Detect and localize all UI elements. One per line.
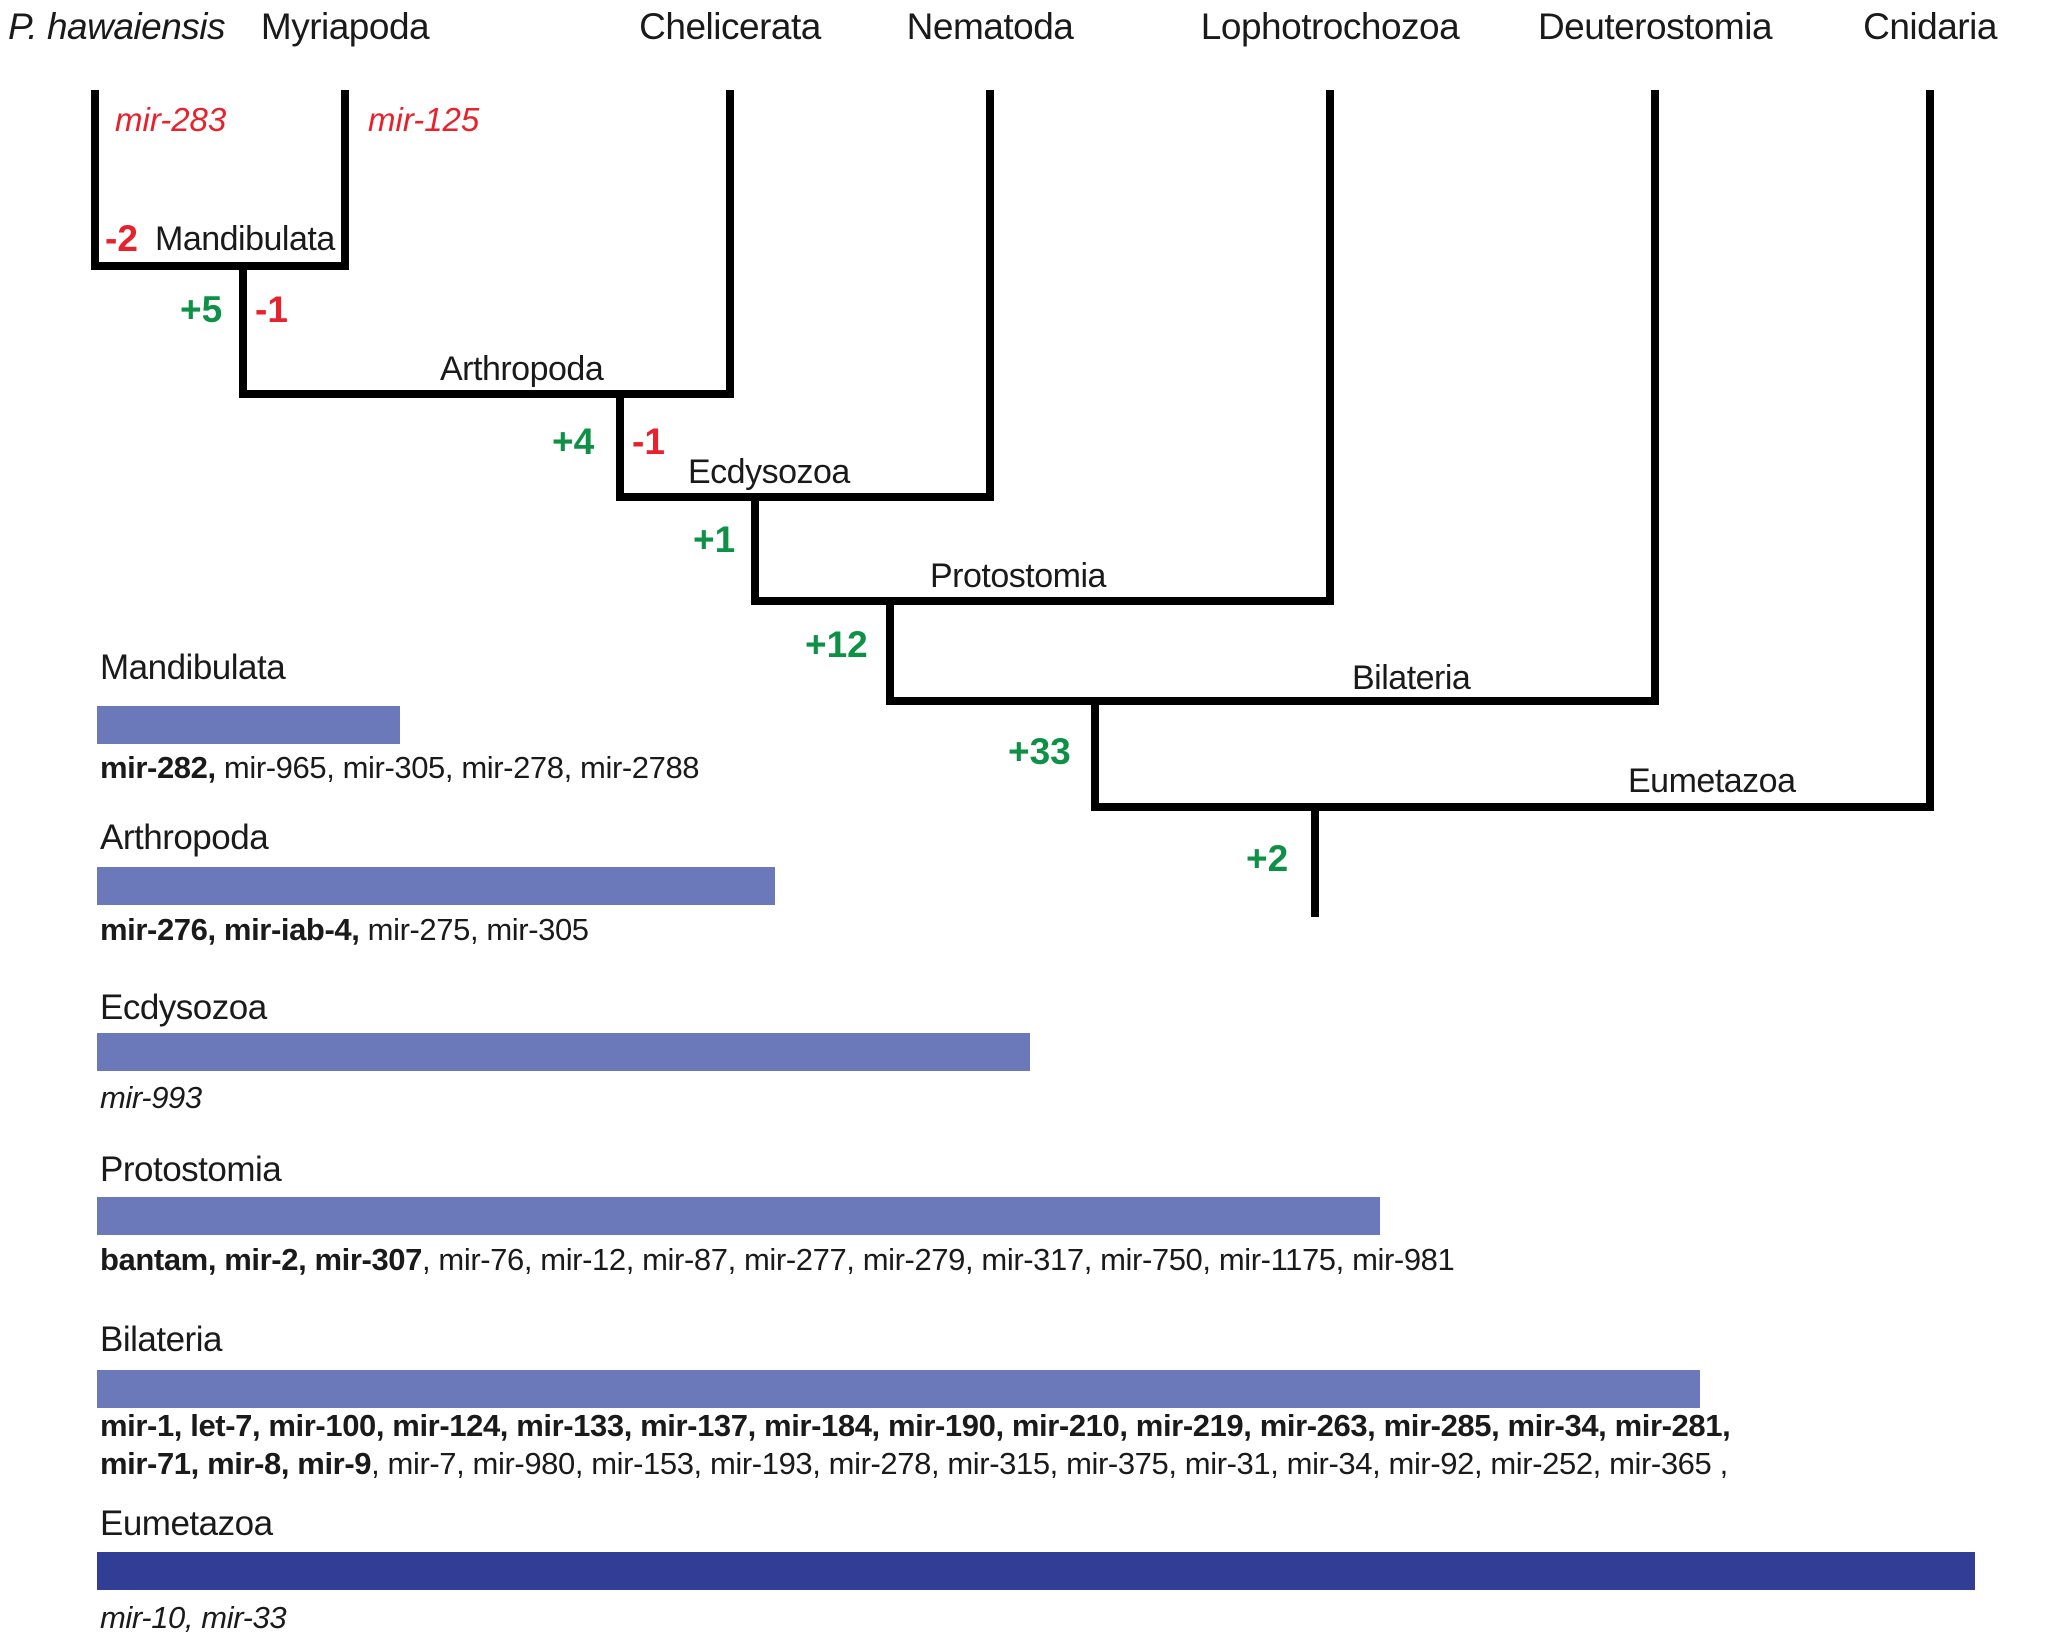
- presence-bar-bilateria: [97, 1370, 1700, 1408]
- node-line-protostomia: [751, 597, 1334, 605]
- branch-loss-mir-283: mir-283: [115, 101, 227, 138]
- branch-line-myriapoda: [341, 90, 349, 270]
- tip-label-chelicerata: Chelicerata: [639, 6, 821, 47]
- mirna-list-protostomia: bantam, mir-2, mir-307, mir-76, mir-12, …: [100, 1242, 1455, 1278]
- stem-line-mandibulata-arthropoda: [239, 262, 247, 398]
- node-label-bilateria: Bilateria: [1352, 659, 1471, 697]
- branch-line-deuterostomia: [1651, 90, 1659, 705]
- node-line-bilateria: [886, 697, 1659, 705]
- gain-badge-bilateria: +33: [1008, 731, 1071, 772]
- mirna-list-eumetazoa: mir-10, mir-33: [100, 1600, 287, 1636]
- section-title-mandibulata: Mandibulata: [100, 648, 286, 687]
- section-title-protostomia: Protostomia: [100, 1150, 282, 1189]
- section-title-bilateria: Bilateria: [100, 1320, 222, 1359]
- mirna-list-bold: mir-1, let-7, mir-100, mir-124, mir-133,…: [100, 1408, 1731, 1443]
- gain-badge-ecdysozoa: +1: [693, 519, 736, 560]
- stem-line-bilateria-eumetazoa: [1091, 697, 1099, 811]
- mirna-list-ecdysozoa: mir-993: [100, 1080, 202, 1116]
- presence-bar-arthropoda: [97, 867, 775, 905]
- node-line-arthropoda: [239, 390, 734, 398]
- mirna-list-bold: mir-71, mir-8, mir-9: [100, 1446, 372, 1481]
- node-line-eumetazoa: [1091, 803, 1934, 811]
- presence-bar-eumetazoa: [97, 1552, 1975, 1590]
- branch-line-cnidaria: [1926, 90, 1934, 811]
- mirna-list-rest: mir-965, mir-305, mir-278, mir-2788: [215, 750, 700, 785]
- presence-bar-ecdysozoa: [97, 1033, 1030, 1071]
- loss-badge-mandibulata: -1: [255, 289, 288, 330]
- node-line-ecdysozoa: [616, 493, 994, 501]
- node-label-mandibulata: Mandibulata: [155, 220, 335, 258]
- branch-line-lophotrochozoa: [1326, 90, 1334, 605]
- mirna-list-bold: mir-282,: [100, 750, 216, 785]
- mirna-list-mandibulata: mir-282, mir-965, mir-305, mir-278, mir-…: [100, 750, 700, 786]
- presence-bar-protostomia: [97, 1197, 1380, 1235]
- mirna-list-rest: mir-275, mir-305: [359, 912, 589, 947]
- tip-label-nematoda: Nematoda: [906, 6, 1074, 47]
- branch-line-nematoda: [986, 90, 994, 501]
- mirna-list-rest: , mir-7, mir-980, mir-153, mir-193, mir-…: [371, 1446, 1728, 1481]
- presence-bar-mandibulata: [97, 706, 400, 744]
- gain-badge-mandibulata: +5: [180, 289, 223, 330]
- tip-label-myriapoda: Myriapoda: [260, 6, 430, 47]
- mirna-list-arthropoda: mir-276, mir-iab-4, mir-275, mir-305: [100, 912, 589, 948]
- node-label-protostomia: Protostomia: [930, 557, 1106, 595]
- branch-line-p-hawaiensis: [91, 90, 99, 270]
- mirna-list-bold: mir-276, mir-iab-4,: [100, 912, 360, 947]
- stem-line-protostomia-bilateria: [886, 597, 894, 705]
- branch-loss-mir-125: mir-125: [368, 101, 480, 138]
- section-title-ecdysozoa: Ecdysozoa: [100, 988, 267, 1027]
- loss-badge-mandibulata-node: -2: [105, 218, 138, 259]
- stem-line-arthropoda-ecdysozoa: [616, 390, 624, 501]
- mirna-list-italic: mir-993: [100, 1080, 202, 1115]
- mirna-list-italic: mir-10, mir-33: [100, 1600, 287, 1635]
- branch-line-chelicerata: [726, 90, 734, 398]
- gain-badge-protostomia: +12: [805, 624, 868, 665]
- gain-badge-arthropoda: +4: [552, 421, 595, 462]
- section-title-eumetazoa: Eumetazoa: [100, 1504, 273, 1543]
- tip-label-lophotrochozoa: Lophotrochozoa: [1200, 6, 1460, 47]
- mirna-list-rest: , mir-76, mir-12, mir-87, mir-277, mir-2…: [421, 1242, 1455, 1277]
- node-label-arthropoda: Arthropoda: [440, 350, 604, 388]
- stem-line-ecdysozoa-protostomia: [751, 493, 759, 605]
- node-label-ecdysozoa: Ecdysozoa: [688, 453, 850, 491]
- mirna-list-bilateria-line1: mir-1, let-7, mir-100, mir-124, mir-133,…: [100, 1408, 1731, 1444]
- gain-badge-eumetazoa: +2: [1246, 838, 1289, 879]
- mirna-list-bilateria-line2: mir-71, mir-8, mir-9, mir-7, mir-980, mi…: [100, 1446, 1728, 1482]
- tip-label-cnidaria: Cnidaria: [1863, 6, 1997, 47]
- node-line-mandibulata: [91, 262, 349, 270]
- mirna-list-bold: bantam, mir-2, mir-307: [100, 1242, 422, 1277]
- tip-label-p-hawaiensis: P. hawaiensis: [8, 6, 226, 47]
- tip-label-deuterostomia: Deuterostomia: [1537, 6, 1773, 47]
- section-title-arthropoda: Arthropoda: [100, 818, 269, 857]
- node-label-eumetazoa: Eumetazoa: [1628, 762, 1796, 800]
- loss-badge-arthropoda: -1: [632, 421, 665, 462]
- root-stem-line: [1311, 803, 1319, 917]
